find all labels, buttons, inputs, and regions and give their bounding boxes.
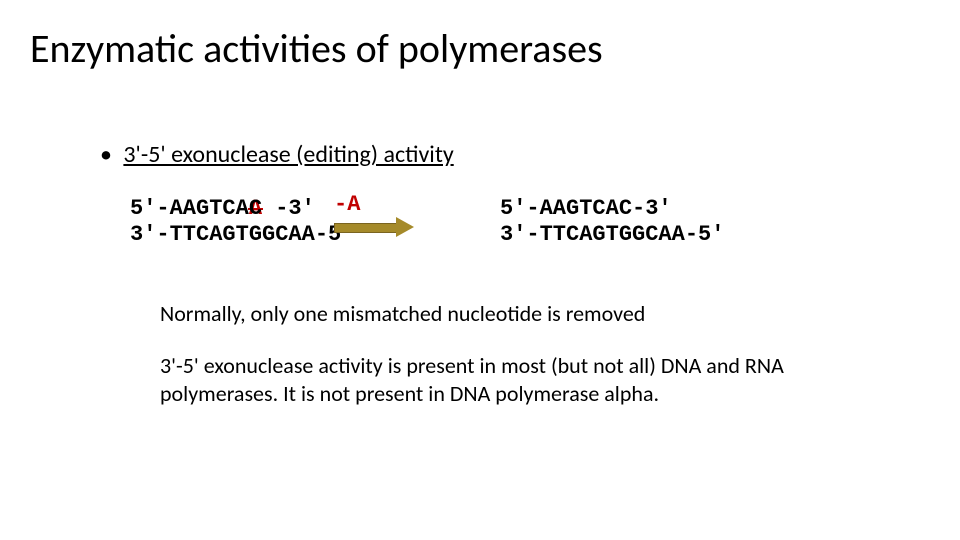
bullet-dot: • [100, 140, 112, 169]
note-1: Normally, only one mismatched nucleotide… [160, 300, 800, 328]
seq-top-prefix: 5'-AAGTCA [130, 196, 249, 221]
sequence-right-top: 5'-AAGTCAC-3' [500, 196, 724, 222]
sequence-left: 5'-AAGTCAAC -3' 3'-TTCAGTGGCAA-5' [130, 196, 354, 248]
note-2: 3'-5' exonuclease activity is present in… [160, 352, 800, 408]
minus-a-label: -A [334, 192, 360, 217]
slide: Enzymatic activities of polymerases • 3'… [0, 0, 960, 540]
seq-top-suffix: -3' [262, 196, 315, 221]
page-title: Enzymatic activities of polymerases [30, 24, 603, 73]
bullet-text: 3'-5' exonuclease (editing) activity [123, 140, 453, 169]
sequence-right: 5'-AAGTCAC-3' 3'-TTCAGTGGCAA-5' [500, 196, 724, 248]
arrow-head-icon [396, 217, 414, 237]
seq-overlap-c: C [249, 196, 262, 221]
sequence-left-bottom: 3'-TTCAGTGGCAA-5' [130, 222, 354, 248]
bullet-item: • 3'-5' exonuclease (editing) activity [100, 140, 454, 169]
arrow-stem [334, 223, 398, 233]
sequence-right-bottom: 3'-TTCAGTGGCAA-5' [500, 222, 724, 248]
sequence-left-top: 5'-AAGTCAAC -3' [130, 196, 354, 222]
seq-top-overlap: AC [249, 196, 262, 221]
reaction-arrow [334, 218, 414, 236]
